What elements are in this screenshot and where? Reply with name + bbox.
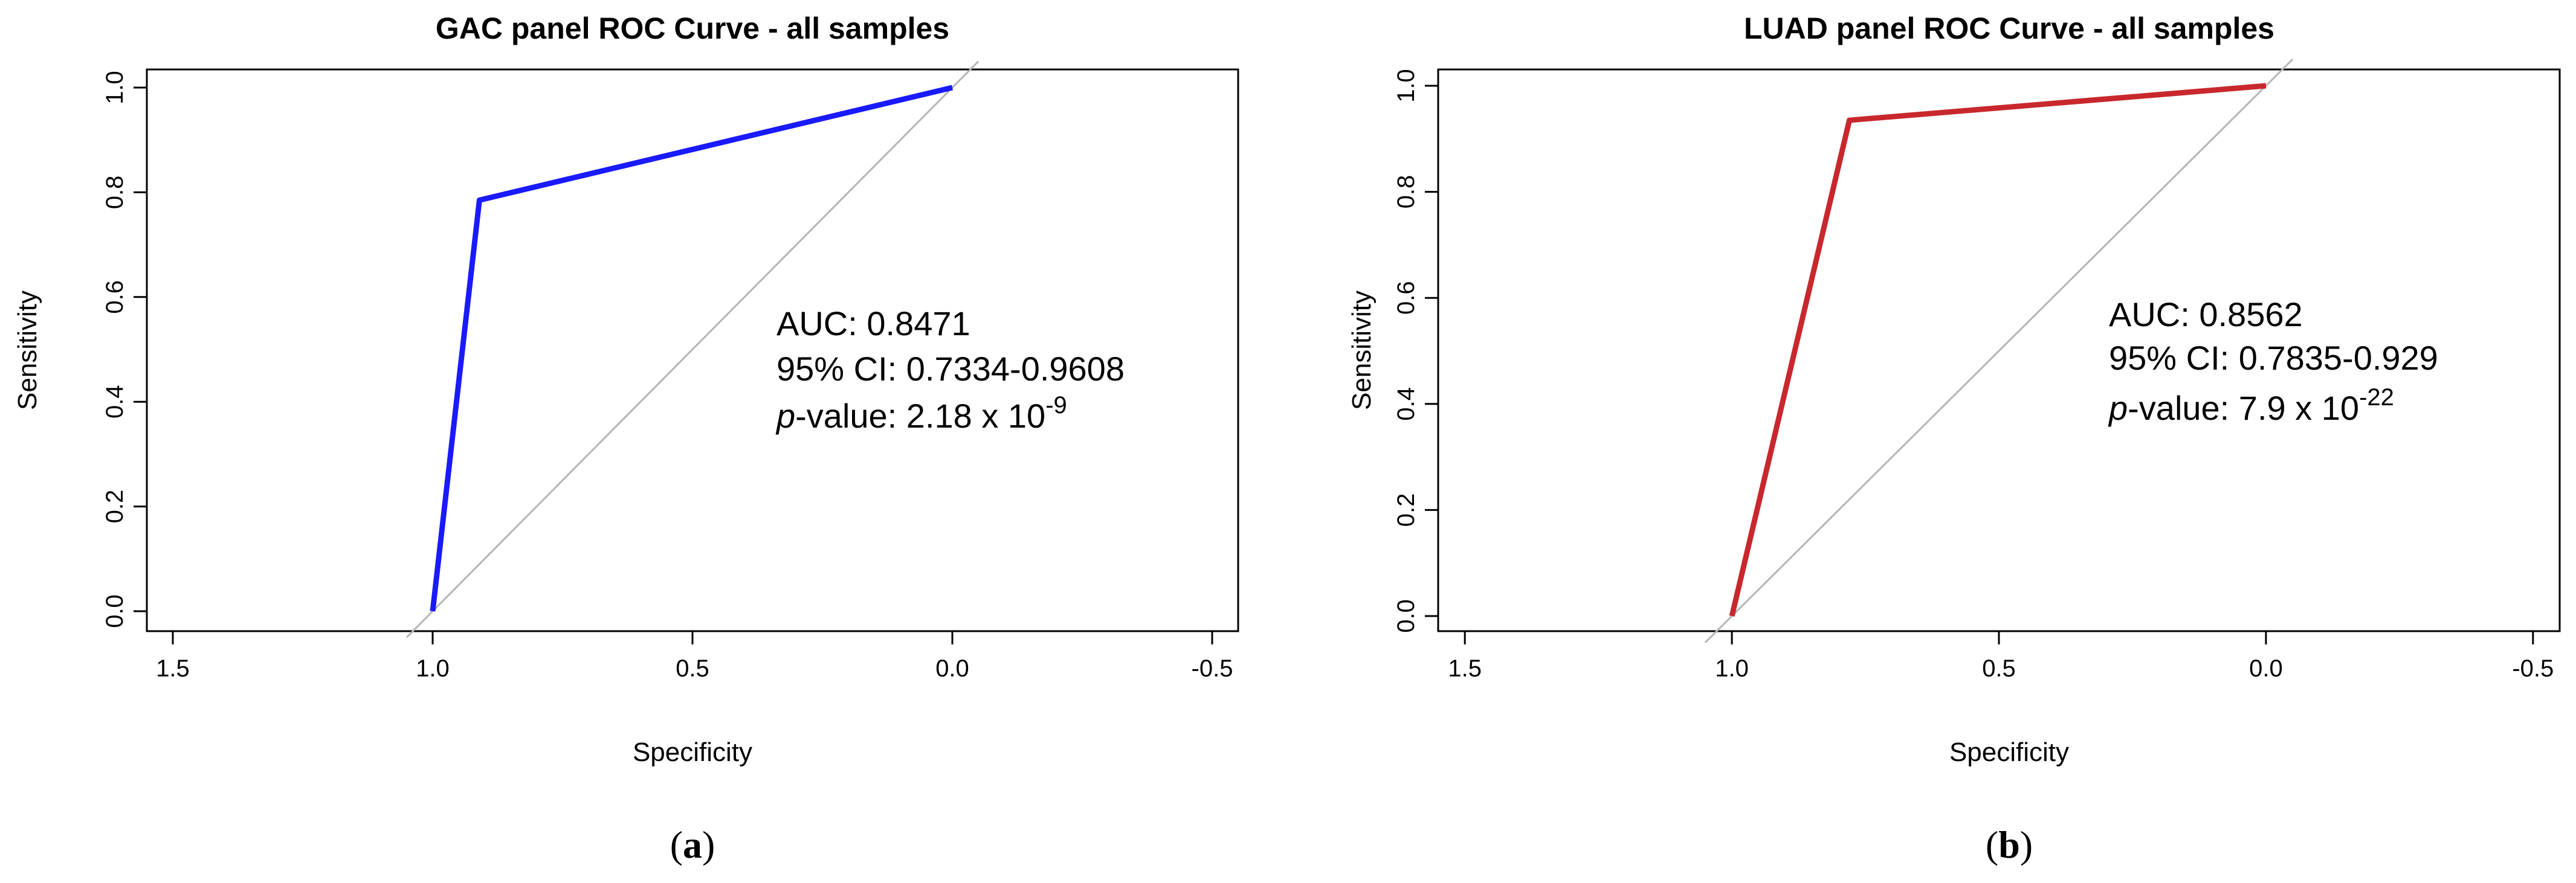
- roc-series: [1729, 83, 2267, 617]
- y-tick-label: 0.6: [102, 280, 128, 314]
- y-tick-label: 1.0: [1393, 69, 1419, 103]
- x-tick-label: 0.0: [935, 655, 969, 682]
- y-tick-label: 0.6: [1393, 281, 1419, 315]
- reference-diagonal: [405, 60, 980, 638]
- p-prefix: p: [2108, 389, 2128, 427]
- y-tick-label: 0.8: [102, 176, 128, 210]
- y-tick-label: 1.0: [102, 71, 128, 104]
- y-tick-label: 0.0: [1393, 599, 1419, 633]
- y-tick-label: 0.8: [1393, 175, 1419, 209]
- x-tick-label: 0.5: [676, 655, 709, 682]
- y-tick-label: 0.2: [102, 490, 128, 524]
- x-axis-label: Specificity: [1949, 737, 2069, 767]
- reference-diagonal: [1704, 59, 2294, 643]
- chart-title: LUAD panel ROC Curve - all samples: [1744, 11, 2274, 45]
- panel-b: LUAD panel ROC Curve - all samples 0.00.…: [1347, 11, 2561, 866]
- panel-label-a: (a): [670, 823, 715, 866]
- ci-annotation: 95% CI: 0.7835-0.929: [2109, 339, 2438, 377]
- y-tick-label: 0.4: [1393, 387, 1419, 421]
- x-tick-label: 1.0: [1715, 655, 1749, 682]
- x-tick-label: -0.5: [1192, 655, 1233, 682]
- roc-curve-line: [430, 85, 954, 612]
- x-tick-label: 0.0: [2249, 655, 2283, 682]
- x-tick-label: 1.5: [1448, 655, 1482, 682]
- auc-annotation: AUC: 0.8562: [2109, 295, 2303, 333]
- y-tick-label: 0.0: [102, 594, 128, 628]
- panel-letter: a: [683, 823, 702, 866]
- p-label: -value: 2.18 x 10: [795, 397, 1045, 435]
- y-tick-label: 0.4: [102, 385, 128, 419]
- pvalue-annotation: p-value: 7.9 x 10-22: [2108, 384, 2394, 427]
- x-axis-label: Specificity: [633, 737, 752, 767]
- y-axis: 0.0 0.2 0.4 0.6 0.8 1.0: [1393, 69, 1438, 633]
- x-tick-label: 1.5: [156, 655, 190, 682]
- x-tick-label: 0.5: [1982, 655, 2016, 682]
- x-axis: 1.5 1.0 0.5 0.0 -0.5: [1448, 631, 2554, 682]
- y-axis: 0.0 0.2 0.4 0.6 0.8 1.0: [102, 71, 147, 628]
- y-tick-label: 0.2: [1393, 493, 1419, 527]
- p-prefix: p: [775, 397, 795, 435]
- ci-annotation: 95% CI: 0.7334-0.9608: [776, 350, 1125, 388]
- p-exponent: -22: [2359, 384, 2394, 411]
- x-axis: 1.5 1.0 0.5 0.0 -0.5: [156, 631, 1233, 682]
- panel-letter: b: [1998, 823, 2020, 866]
- chart-title: GAC panel ROC Curve - all samples: [436, 11, 949, 45]
- auc-annotation: AUC: 0.8471: [776, 304, 970, 342]
- annotation-block: AUC: 0.8562 95% CI: 0.7835-0.929 p-value…: [2108, 295, 2438, 427]
- y-axis-label: Sensitivity: [13, 291, 42, 410]
- p-label: -value: 7.9 x 10: [2128, 389, 2359, 427]
- y-axis-label: Sensitivity: [1347, 291, 1377, 410]
- p-exponent: -9: [1045, 392, 1067, 419]
- reference-line: [1704, 59, 2294, 643]
- x-tick-label: 1.0: [416, 655, 450, 682]
- panel-a: GAC panel ROC Curve - all samples 0.0 0.2…: [13, 11, 1239, 866]
- panel-label-b: (b): [1986, 823, 2033, 866]
- annotation-block: AUC: 0.8471 95% CI: 0.7334-0.9608 p-valu…: [775, 304, 1125, 435]
- x-tick-label: -0.5: [2512, 655, 2554, 682]
- pvalue-annotation: p-value: 2.18 x 10-9: [775, 392, 1067, 435]
- roc-series: [430, 85, 954, 612]
- roc-curve-line: [1729, 83, 2267, 617]
- reference-line: [405, 60, 980, 638]
